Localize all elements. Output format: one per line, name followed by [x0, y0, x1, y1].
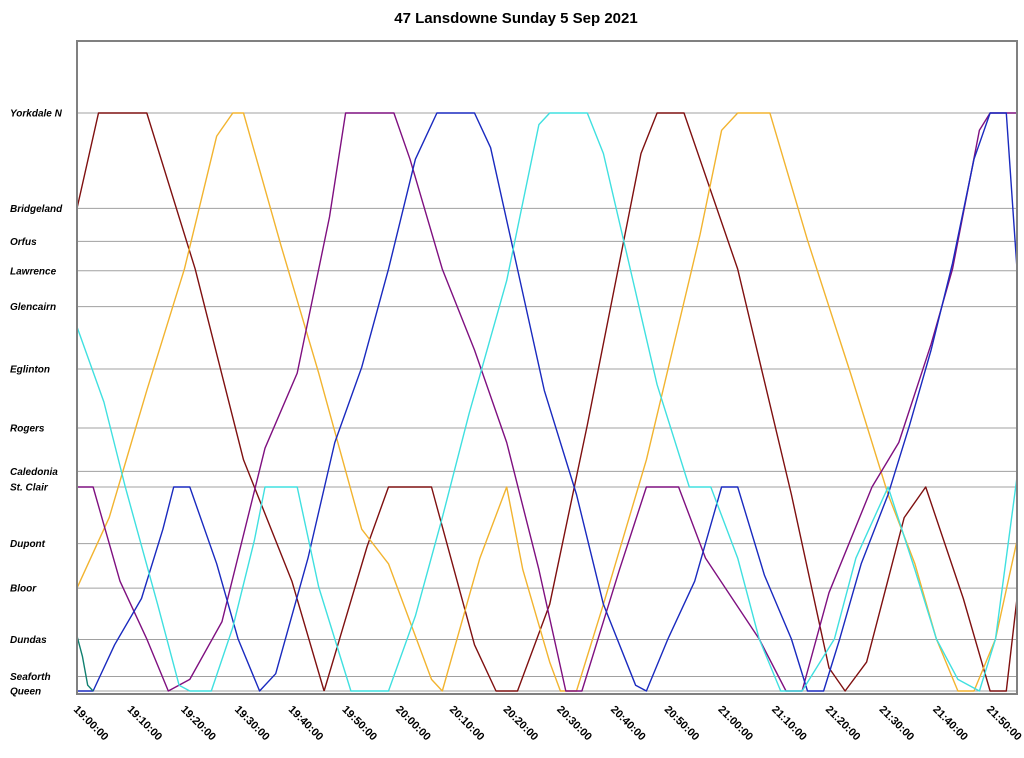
- x-tick-label: 20:00:00: [393, 704, 433, 744]
- stop-label: Dupont: [10, 539, 46, 550]
- x-tick-label: 20:10:00: [447, 704, 487, 744]
- x-tick-label: 20:30:00: [554, 704, 594, 744]
- x-tick-label: 21:10:00: [769, 704, 809, 744]
- time-tick-labels: 19:00:00 19:10:00 19:20:00 19:30:00 19:40:00…: [71, 704, 1024, 744]
- stop-label: Lawrence: [10, 266, 57, 277]
- stop-label: Bloor: [10, 584, 37, 595]
- stop-label: Eglinton: [10, 365, 50, 376]
- stop-label: Caledonia: [10, 467, 58, 478]
- x-tick-label: 21:20:00: [823, 704, 863, 744]
- series-line-4: [77, 112, 1018, 692]
- stop-label: Rogers: [10, 424, 45, 435]
- stop-label: Dundas: [10, 635, 47, 646]
- x-tick-label: 19:10:00: [125, 704, 165, 744]
- x-tick-label: 19:20:00: [178, 704, 218, 744]
- stop-label: St. Clair: [10, 482, 49, 493]
- grid-lines: [77, 112, 1017, 692]
- series-lines: [76, 112, 1018, 692]
- series-line-0: [76, 112, 325, 692]
- series-line-6: [76, 635, 94, 692]
- series-line-3: [77, 112, 1017, 692]
- stop-label: Yorkdale N: [10, 109, 63, 120]
- stop-label: Glencairn: [10, 302, 56, 313]
- x-tick-label: 20:20:00: [501, 704, 541, 744]
- stop-label: Seaforth: [10, 672, 51, 683]
- stop-labels: Queen Seaforth Dundas Bloor Dupont St. Clair C…: [10, 109, 63, 698]
- plot-frame: [76, 40, 1018, 695]
- stop-label: Bridgeland: [10, 204, 63, 215]
- series-line-5: [76, 112, 1018, 692]
- x-tick-label: 21:50:00: [984, 704, 1024, 744]
- x-tick-label: 20:40:00: [608, 704, 648, 744]
- stop-label: Orfus: [10, 237, 37, 248]
- x-tick-label: 21:40:00: [930, 704, 970, 744]
- x-tick-label: 20:50:00: [662, 704, 702, 744]
- stop-label: Queen: [10, 687, 41, 698]
- x-tick-label: 19:00:00: [71, 704, 111, 744]
- x-tick-label: 19:30:00: [232, 704, 272, 744]
- x-tick-label: 21:00:00: [715, 704, 755, 744]
- x-tick-label: 21:30:00: [877, 704, 917, 744]
- chart-title: 47 Lansdowne Sunday 5 Sep 2021: [394, 10, 637, 27]
- x-tick-label: 19:40:00: [286, 704, 326, 744]
- series-line-1: [323, 112, 1018, 692]
- x-tick-label: 19:50:00: [339, 704, 379, 744]
